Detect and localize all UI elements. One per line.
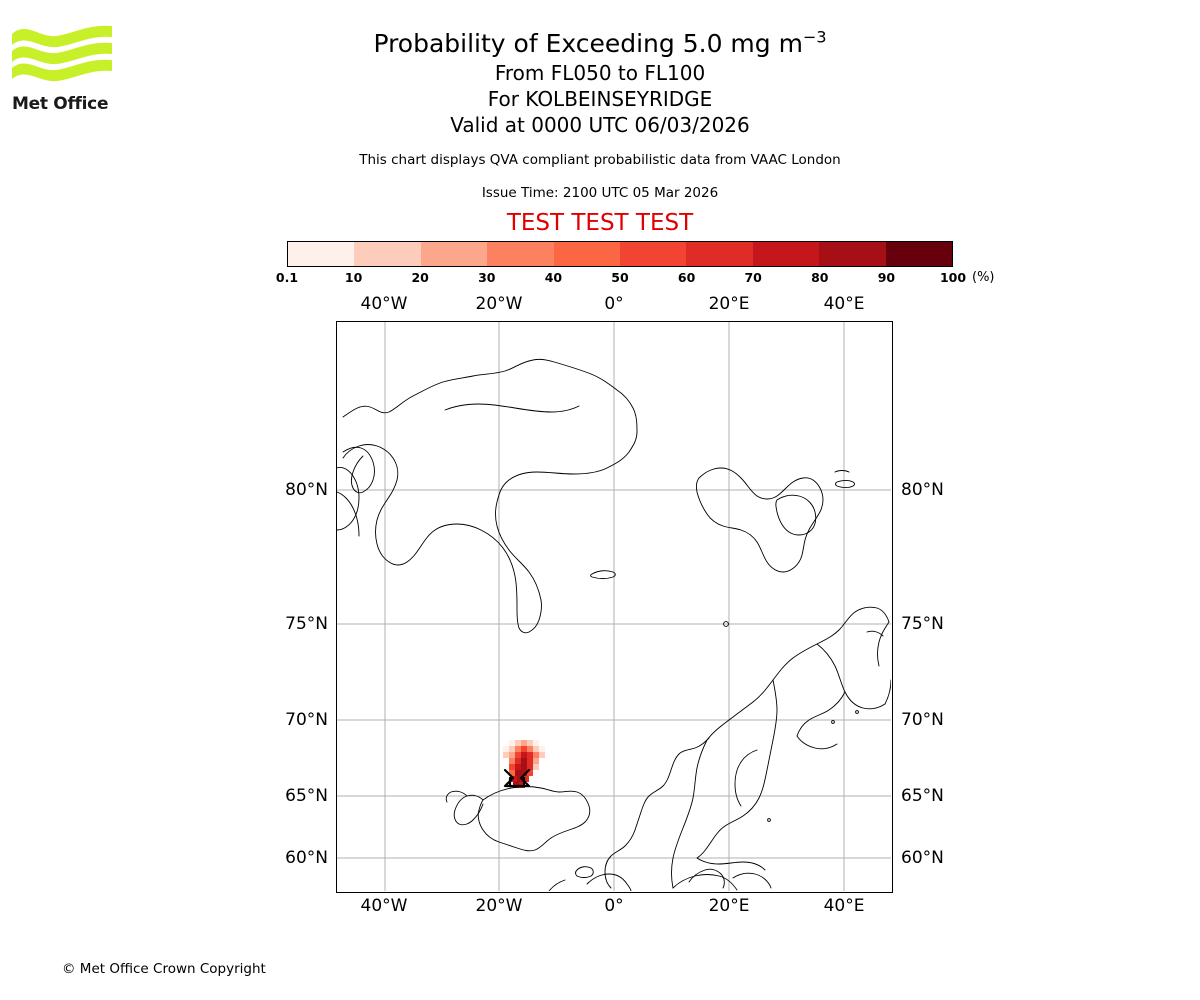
flight-level-line: From FL050 to FL100 (494, 61, 706, 85)
lon-tick-top-0: 0° (604, 294, 624, 314)
valid-time-line: Valid at 0000 UTC 06/03/2026 (450, 113, 750, 137)
source-name-line: For KOLBEINSEYRIDGE (487, 87, 713, 111)
colorbar-band-1 (354, 242, 421, 266)
colorbar-tick-0.1: 0.1 (275, 270, 299, 285)
lon-tick-bottom-40W: 40°W (360, 896, 408, 916)
lon-tick-top-20W: 20°W (475, 294, 523, 314)
met-office-logo-text: Met Office (12, 94, 109, 114)
volcano-source-marker (503, 768, 531, 788)
copyright-footer: © Met Office Crown Copyright (62, 961, 266, 977)
colorbar: 0.1 10 20 30 40 50 60 70 80 90 100 (276, 241, 966, 285)
colorbar-band-6 (686, 242, 753, 266)
colorbar-units-label: (%) (972, 270, 995, 285)
colorbar-tick-30: 30 (478, 270, 496, 285)
lat-tick-left-60N: 60°N (285, 848, 328, 868)
lat-tick-left-80N: 80°N (285, 480, 328, 500)
colorbar-band-7 (752, 242, 820, 266)
map-coastlines (337, 358, 891, 891)
colorbar-tick-20: 20 (411, 270, 429, 285)
chart-note: This chart displays QVA compliant probab… (359, 152, 841, 168)
met-office-logo: Met Office (12, 24, 112, 114)
lon-tick-top-20E: 20°E (708, 294, 750, 314)
issue-time: Issue Time: 2100 UTC 05 Mar 2026 (481, 185, 719, 201)
colorbar-tick-60: 60 (677, 270, 696, 285)
lat-tick-left-75N: 75°N (285, 614, 328, 634)
colorbar-tick-50: 50 (611, 270, 629, 285)
colorbar-band-5 (620, 242, 687, 266)
title-block: Probability of Exceeding 5.0 mg m−3 From… (0, 0, 1200, 237)
lat-tick-left-65N: 65°N (285, 786, 328, 806)
lon-tick-bottom-40E: 40°E (823, 896, 865, 916)
map-plot-area[interactable] (336, 321, 893, 893)
colorbar-gradient (287, 241, 953, 267)
colorbar-tick-10: 10 (344, 270, 363, 285)
lon-tick-top-40W: 40°W (360, 294, 408, 314)
colorbar-band-4 (553, 242, 621, 266)
colorbar-band-3 (487, 242, 554, 266)
met-office-wave-icon (12, 25, 112, 82)
colorbar-band-0 (288, 242, 355, 266)
lat-tick-left-70N: 70°N (285, 710, 328, 730)
page-title-text: Probability of Exceeding 5.0 mg m (373, 29, 803, 58)
page-title: Probability of Exceeding 5.0 mg m−3 (0, 28, 1200, 60)
lat-tick-right-60N: 60°N (901, 848, 944, 868)
lat-tick-right-70N: 70°N (901, 710, 944, 730)
ash-plume-heatmap (503, 740, 545, 788)
page-title-exponent: −3 (802, 27, 827, 47)
test-banner: TEST TEST TEST (506, 210, 694, 236)
colorbar-tick-100: 100 (939, 270, 967, 285)
lon-tick-top-40E: 40°E (823, 294, 865, 314)
colorbar-band-8 (819, 242, 886, 266)
lat-tick-right-65N: 65°N (901, 786, 944, 806)
colorbar-band-9 (885, 242, 953, 266)
lon-tick-bottom-0: 0° (604, 896, 624, 916)
map-gridlines (337, 322, 891, 891)
lon-tick-bottom-20W: 20°W (475, 896, 523, 916)
colorbar-tick-80: 80 (811, 270, 829, 285)
lon-tick-bottom-20E: 20°E (708, 896, 750, 916)
colorbar-tick-90: 90 (877, 270, 896, 285)
colorbar-tick-40: 40 (544, 270, 563, 285)
colorbar-tick-70: 70 (744, 270, 762, 285)
lat-tick-right-75N: 75°N (901, 614, 944, 634)
colorbar-band-2 (420, 242, 488, 266)
lat-tick-right-80N: 80°N (901, 480, 944, 500)
